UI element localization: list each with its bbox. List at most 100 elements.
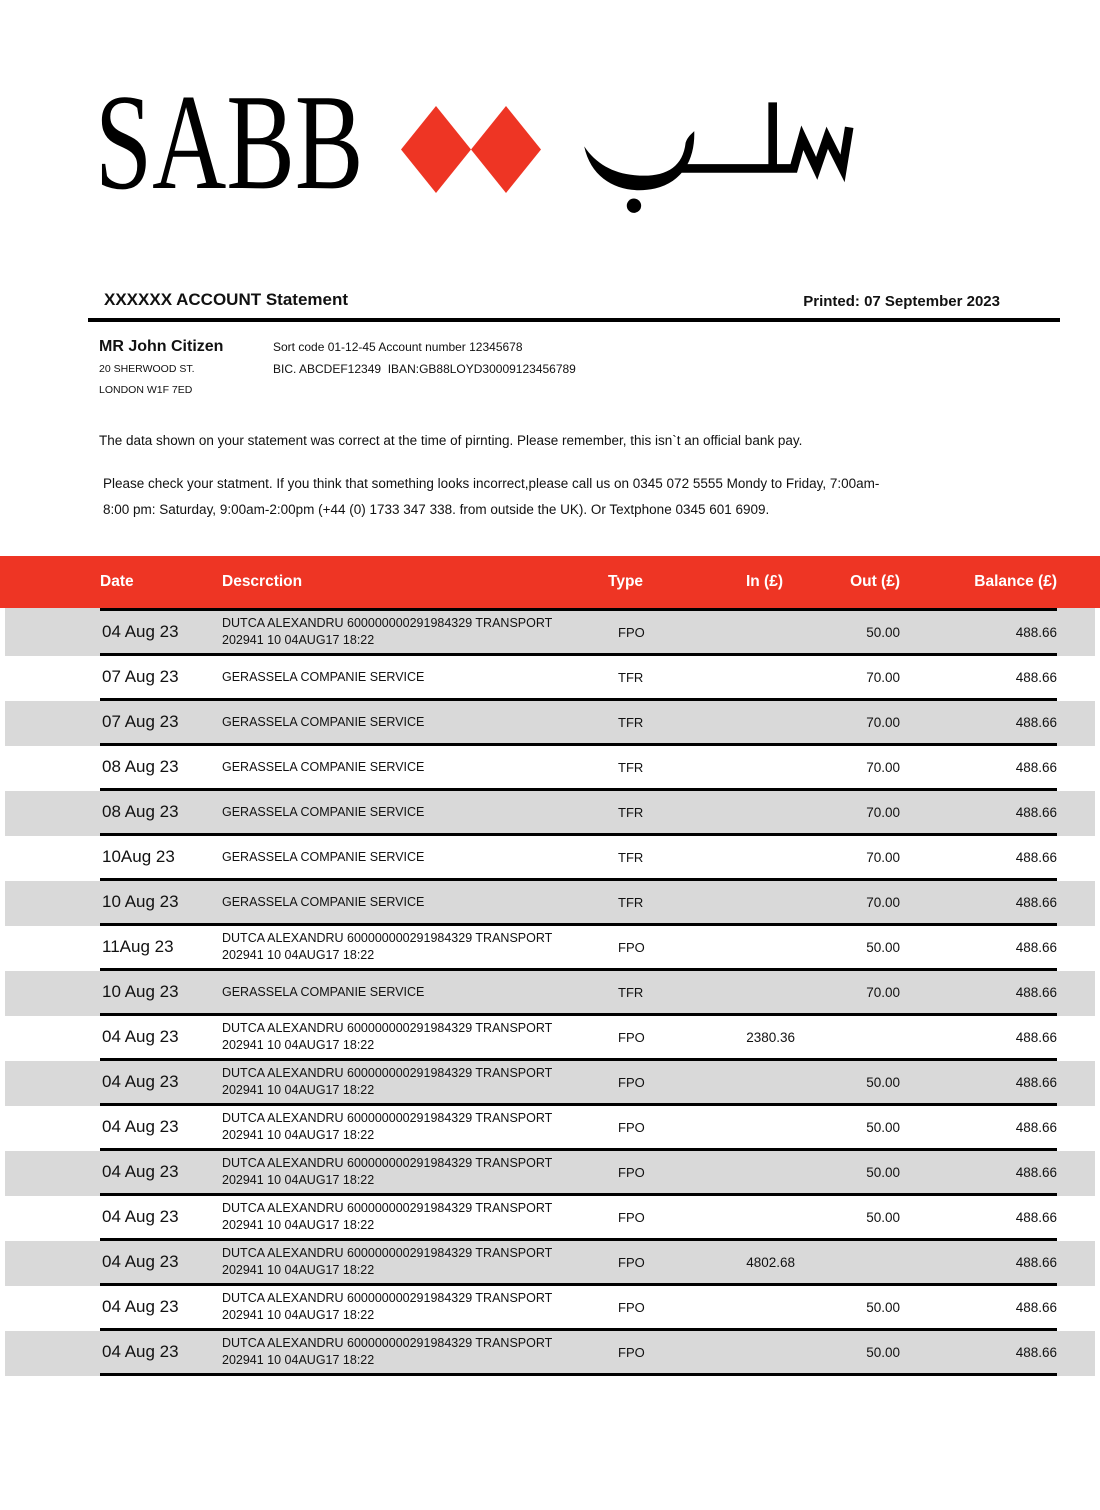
cell-type: TFR [618, 984, 644, 1000]
cell-description: DUTCA ALEXANDRU 600000000291984329 TRANS… [222, 1110, 608, 1144]
description-line1: GERASSELA COMPANIE SERVICE [222, 714, 425, 729]
cell-balance: 488.66 [1015, 1209, 1057, 1225]
notice-paragraph-1: The data shown on your statement was cor… [99, 433, 803, 448]
cell-type: TFR [618, 759, 644, 775]
cell-date: 10Aug 23 [102, 847, 175, 866]
sabb-logo: SABB [95, 74, 1100, 236]
cell-type: FPO [618, 1344, 645, 1360]
statement-header: XXXXXX ACCOUNT Statement Printed: 07 Sep… [88, 290, 1060, 322]
description-line2: 202941 10 04AUG17 18:22 [222, 1173, 375, 1187]
cell-balance: 488.66 [1015, 714, 1057, 730]
cell-description: GERASSELA COMPANIE SERVICE [222, 984, 608, 1001]
col-header-in: In (£) [745, 573, 783, 590]
cell-balance: 488.66 [1015, 1119, 1057, 1135]
sabb-wordmark-wrap: SABB [95, 74, 371, 216]
cell-type: FPO [618, 1254, 645, 1270]
hsbc-hexagon-icon [401, 106, 541, 193]
table-row: 04 Aug 23 DUTCA ALEXANDRU 60000000029198… [5, 1061, 1095, 1106]
sabb-wordmark: SABB [95, 66, 364, 218]
cell-out: 70.00 [866, 984, 900, 1000]
description-line1: GERASSELA COMPANIE SERVICE [222, 759, 425, 774]
cell-description: DUTCA ALEXANDRU 600000000291984329 TRANS… [222, 1020, 608, 1054]
description-line1: GERASSELA COMPANIE SERVICE [222, 669, 425, 684]
cell-type: FPO [618, 939, 645, 955]
cell-date: 10 Aug 23 [102, 892, 179, 911]
cell-balance: 488.66 [1015, 669, 1057, 685]
description-line2: 202941 10 04AUG17 18:22 [222, 1263, 375, 1277]
cell-out: 70.00 [866, 669, 900, 685]
customer-name: MR John Citizen [99, 338, 224, 355]
cell-out: 70.00 [866, 759, 900, 775]
cell-type: FPO [618, 1029, 645, 1045]
cell-type: TFR [618, 804, 644, 820]
cell-date: 07 Aug 23 [102, 667, 179, 686]
cell-description: GERASSELA COMPANIE SERVICE [222, 804, 608, 821]
cell-type: FPO [618, 1299, 645, 1315]
description-line1: DUTCA ALEXANDRU 600000000291984329 TRANS… [222, 1291, 553, 1306]
cell-balance: 488.66 [1015, 939, 1057, 955]
cell-type: FPO [618, 1119, 645, 1135]
table-row: 04 Aug 23 DUTCA ALEXANDRU 60000000029198… [5, 1286, 1095, 1331]
description-line2: 202941 10 04AUG17 18:22 [222, 1353, 375, 1367]
description-line2: 202941 10 04AUG17 18:22 [222, 1038, 375, 1052]
col-header-date: Date [100, 573, 134, 590]
description-line1: DUTCA ALEXANDRU 600000000291984329 TRANS… [222, 1246, 553, 1261]
cell-type: TFR [618, 714, 644, 730]
description-line1: GERASSELA COMPANIE SERVICE [222, 894, 425, 909]
description-line1: DUTCA ALEXANDRU 600000000291984329 TRANS… [222, 1336, 553, 1351]
customer-block: MR John Citizen 20 SHERWOOD ST. LONDON W… [99, 338, 1100, 396]
description-line2: 202941 10 04AUG17 18:22 [222, 633, 375, 647]
description-line1: DUTCA ALEXANDRU 600000000291984329 TRANS… [222, 616, 553, 631]
cell-description: DUTCA ALEXANDRU 600000000291984329 TRANS… [222, 1200, 608, 1234]
cell-balance: 488.66 [1015, 1254, 1057, 1270]
cell-balance: 488.66 [1015, 1029, 1057, 1045]
cell-type: TFR [618, 894, 644, 910]
cell-type: FPO [618, 1164, 645, 1180]
col-header-out: Out (£) [850, 573, 900, 590]
table-row: 10 Aug 23 GERASSELA COMPANIE SERVICE TFR… [5, 971, 1095, 1016]
cell-out: 50.00 [866, 624, 900, 640]
table-row: 07 Aug 23 GERASSELA COMPANIE SERVICE TFR… [5, 656, 1095, 701]
cell-type: FPO [618, 1074, 645, 1090]
table-row: 04 Aug 23 DUTCA ALEXANDRU 60000000029198… [5, 1241, 1095, 1286]
cell-out: 70.00 [866, 804, 900, 820]
description-line2: 202941 10 04AUG17 18:22 [222, 1083, 375, 1097]
cell-out: 70.00 [866, 894, 900, 910]
cell-description: DUTCA ALEXANDRU 600000000291984329 TRANS… [222, 1155, 608, 1189]
description-line1: DUTCA ALEXANDRU 600000000291984329 TRANS… [222, 1156, 553, 1171]
table-body: 04 Aug 23 DUTCA ALEXANDRU 60000000029198… [5, 608, 1095, 1376]
cell-out: 50.00 [866, 1074, 900, 1090]
cell-balance: 488.66 [1015, 1299, 1057, 1315]
cell-in: 4802.68 [746, 1254, 795, 1270]
cell-out: 70.00 [866, 849, 900, 865]
cell-date: 11Aug 23 [102, 937, 174, 956]
cell-date: 10 Aug 23 [102, 982, 179, 1001]
col-header-type: Type [608, 573, 644, 590]
cell-balance: 488.66 [1015, 984, 1057, 1000]
cell-date: 04 Aug 23 [102, 1027, 179, 1046]
table-row: 04 Aug 23 DUTCA ALEXANDRU 60000000029198… [5, 1331, 1095, 1376]
cell-out: 70.00 [866, 714, 900, 730]
description-line2: 202941 10 04AUG17 18:22 [222, 948, 375, 962]
cell-date: 04 Aug 23 [102, 1207, 179, 1226]
cell-in: 2380.36 [746, 1029, 795, 1045]
cell-out: 50.00 [866, 1209, 900, 1225]
cell-type: TFR [618, 669, 644, 685]
cell-balance: 488.66 [1015, 894, 1057, 910]
notice-paragraph-2-line2: 8:00 pm: Saturday, 9:00am-2:00pm (+44 (0… [103, 502, 770, 517]
customer-address-line2: LONDON W1F 7ED [99, 384, 193, 396]
customer-address: MR John Citizen 20 SHERWOOD ST. LONDON W… [99, 338, 273, 396]
cell-balance: 488.66 [1015, 849, 1057, 865]
description-line2: 202941 10 04AUG17 18:22 [222, 1308, 375, 1322]
cell-date: 04 Aug 23 [102, 1117, 179, 1136]
cell-type: FPO [618, 1209, 645, 1225]
cell-out: 50.00 [866, 1119, 900, 1135]
cell-description: DUTCA ALEXANDRU 600000000291984329 TRANS… [222, 930, 608, 964]
notice-paragraph-2: Please check your statment. If you think… [103, 471, 1040, 523]
table-row: 11Aug 23 DUTCA ALEXANDRU 600000000291984… [5, 926, 1095, 971]
cell-description: DUTCA ALEXANDRU 600000000291984329 TRANS… [222, 1245, 608, 1279]
table-row: 08 Aug 23 GERASSELA COMPANIE SERVICE TFR… [5, 791, 1095, 836]
description-line1: DUTCA ALEXANDRU 600000000291984329 TRANS… [222, 1111, 553, 1126]
description-line1: DUTCA ALEXANDRU 600000000291984329 TRANS… [222, 1021, 553, 1036]
